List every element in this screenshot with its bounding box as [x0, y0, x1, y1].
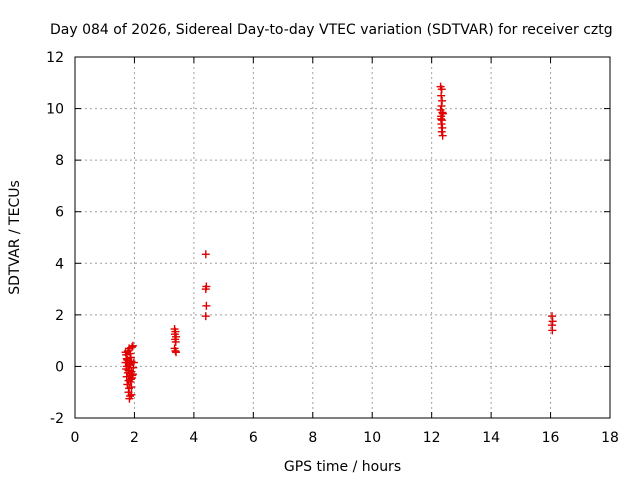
data-point — [438, 131, 447, 140]
data-point — [124, 366, 133, 375]
x-tick-label: 6 — [249, 430, 258, 446]
data-point — [126, 377, 135, 386]
x-tick-label: 12 — [423, 430, 441, 446]
data-points — [121, 82, 557, 403]
data-point — [123, 355, 132, 364]
data-point — [548, 326, 557, 335]
data-point — [127, 383, 136, 392]
data-point — [438, 109, 447, 118]
data-point — [201, 312, 210, 321]
y-tick-label: 4 — [55, 256, 64, 272]
x-tick-label: 18 — [601, 430, 619, 446]
data-point — [122, 372, 131, 381]
data-point — [172, 348, 181, 357]
y-axis-label: SDTVAR / TECUs — [7, 180, 23, 295]
x-tick-label: 16 — [542, 430, 560, 446]
data-point — [128, 370, 137, 379]
data-point — [128, 374, 137, 383]
y-tick-label: 6 — [55, 205, 64, 221]
data-point — [201, 285, 210, 294]
y-tick-label: 0 — [55, 359, 64, 375]
data-point — [437, 91, 446, 100]
y-tick-label: 10 — [46, 102, 64, 118]
data-point — [128, 343, 137, 352]
x-axis-label: GPS time / hours — [284, 459, 401, 475]
data-point — [127, 390, 136, 399]
data-point — [201, 250, 210, 259]
data-point — [128, 341, 137, 350]
y-tick-label: 2 — [55, 308, 64, 324]
data-point — [437, 127, 446, 136]
x-tick-label: 2 — [130, 430, 139, 446]
data-point — [436, 114, 445, 123]
data-point — [437, 101, 446, 110]
data-point — [202, 301, 211, 310]
y-tick-label: 8 — [55, 153, 64, 169]
y-tick-label: 12 — [46, 50, 64, 66]
data-point — [171, 337, 180, 346]
x-tick-label: 4 — [189, 430, 198, 446]
y-tick-label: -2 — [50, 411, 64, 427]
plot-frame — [74, 56, 611, 419]
x-tick-label: 10 — [363, 430, 381, 446]
data-point — [125, 361, 134, 370]
x-tick-label: 0 — [71, 430, 80, 446]
x-tick-label: 14 — [482, 430, 500, 446]
axis-ticks: 0 2 4 6 8 10 12 14 16 18 -2 0 2 4 6 8 10 12 — [46, 50, 619, 446]
chart-title: Day 084 of 2026, Sidereal Day-to-day VTE… — [50, 22, 613, 38]
x-tick-label: 8 — [308, 430, 317, 446]
grid-lines — [75, 57, 610, 418]
data-point — [129, 358, 138, 367]
